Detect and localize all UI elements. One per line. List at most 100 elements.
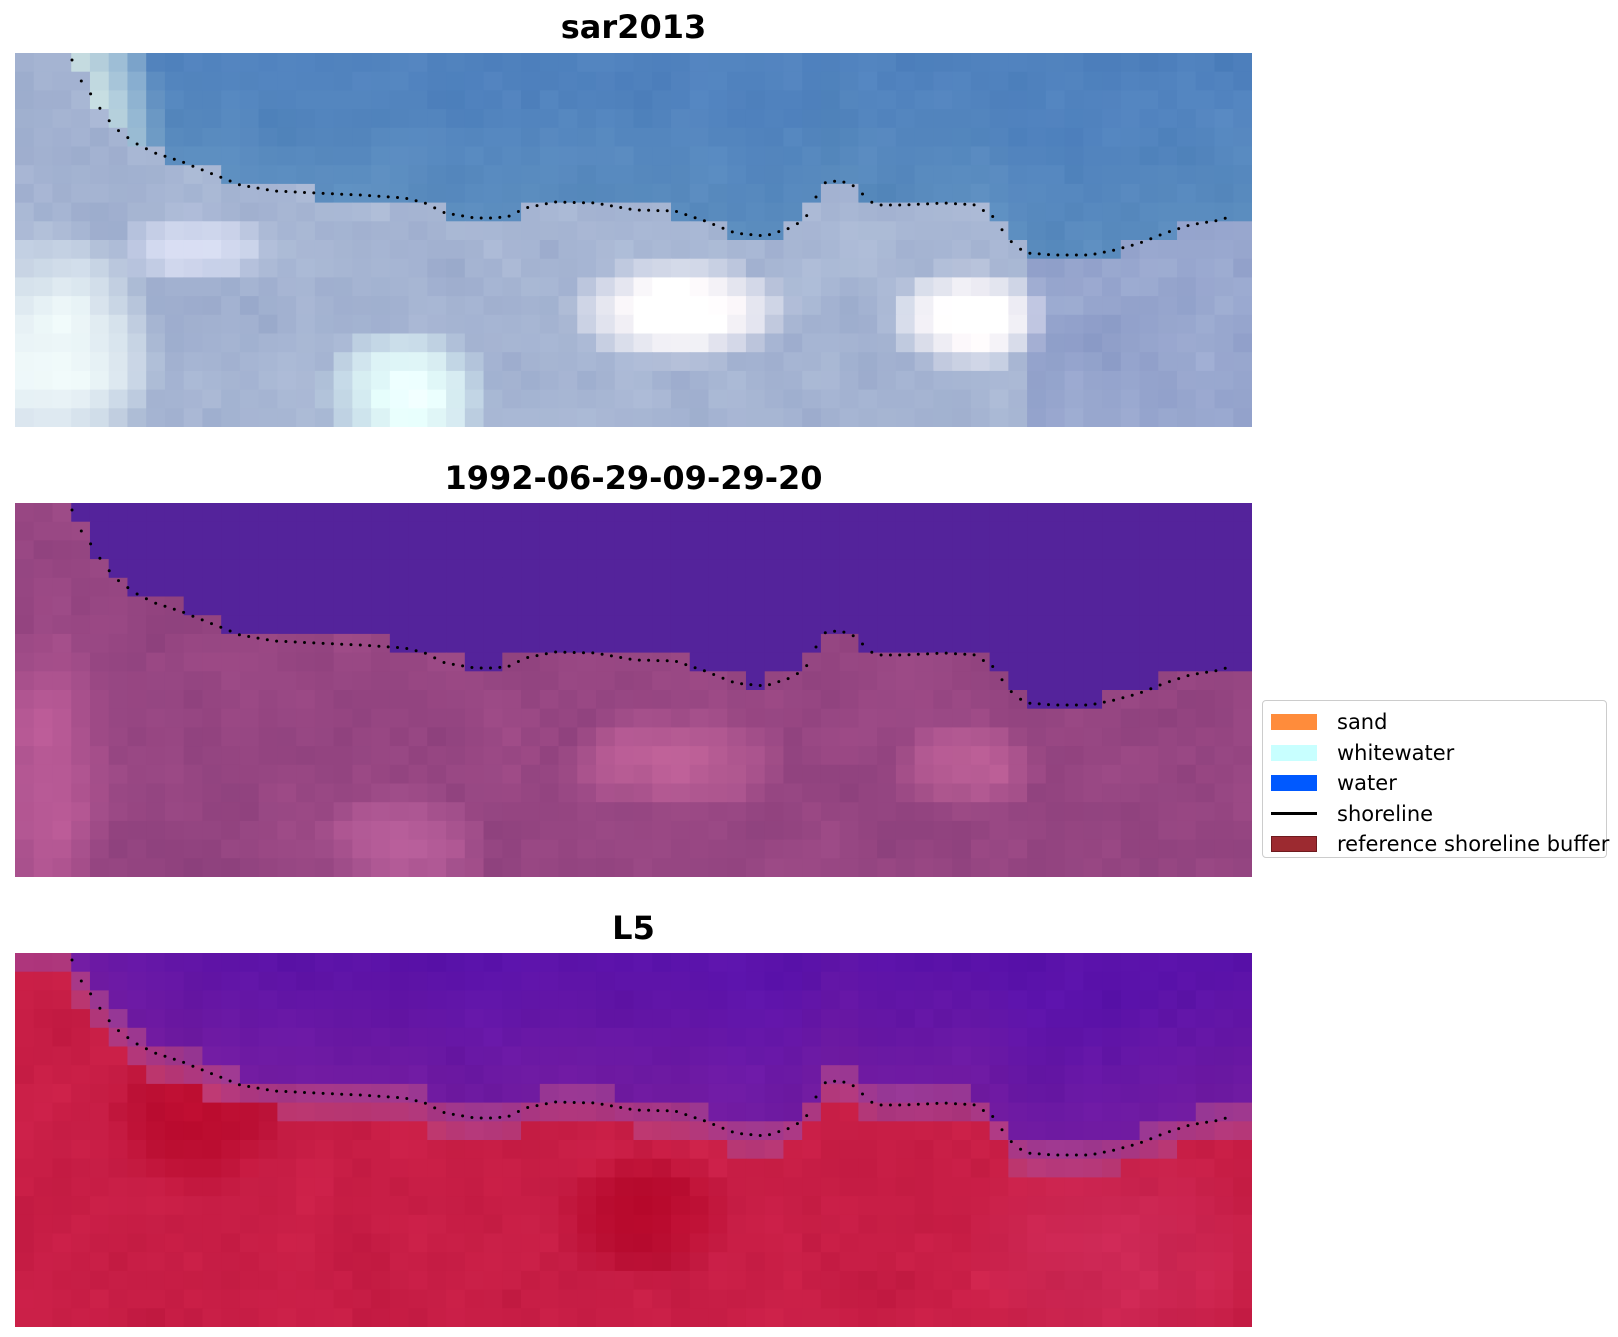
shoreline-point (284, 190, 288, 193)
shoreline-point (647, 208, 651, 212)
shoreline-point (265, 638, 269, 642)
shoreline-point (498, 1115, 502, 1119)
shoreline-point (358, 193, 362, 197)
shoreline-point (1195, 1122, 1199, 1126)
shoreline-point (675, 1110, 678, 1113)
shoreline-point (1121, 696, 1125, 700)
shoreline-point (786, 227, 790, 231)
shoreline-point (675, 210, 678, 213)
shoreline-point (1149, 687, 1153, 691)
shoreline-point (730, 1130, 734, 1134)
shoreline-point (702, 1119, 706, 1123)
shoreline-point (963, 652, 967, 656)
shoreline-point (1140, 240, 1143, 244)
shoreline-point (684, 213, 688, 217)
shoreline-point (330, 192, 334, 196)
shoreline-point (535, 1104, 539, 1108)
shoreline-point (805, 214, 809, 218)
shoreline-point (135, 1042, 139, 1046)
shoreline-point (1205, 220, 1209, 224)
shoreline-point (944, 1101, 948, 1105)
shoreline-point (656, 209, 660, 213)
shoreline-point (1009, 1140, 1013, 1144)
shoreline-point (98, 1006, 102, 1010)
shoreline-point (1102, 1150, 1106, 1154)
shoreline-point (1047, 703, 1050, 707)
shoreline-point (1121, 246, 1125, 250)
shoreline-point (191, 164, 195, 168)
shoreline-point (712, 223, 716, 226)
shoreline-point (814, 195, 818, 199)
shoreline-point (200, 168, 204, 172)
shoreline-point (665, 659, 669, 663)
shoreline-dots (70, 508, 1227, 707)
shoreline-point (1019, 1147, 1023, 1151)
pixel-grid (15, 53, 1252, 427)
shoreline-point (200, 618, 204, 622)
shoreline-point (479, 1116, 483, 1120)
shoreline-point (591, 1101, 595, 1105)
shoreline-point (851, 634, 855, 638)
shoreline-point (1186, 1124, 1190, 1128)
shoreline-point (544, 1102, 548, 1106)
shoreline-point (423, 651, 427, 655)
legend-swatch-shoreline (1271, 812, 1317, 816)
shoreline-point (1074, 1153, 1078, 1157)
shoreline-point (684, 663, 688, 667)
shoreline-point (637, 658, 641, 662)
shoreline-point (1214, 669, 1218, 673)
shoreline-point (163, 1054, 167, 1058)
shoreline-point (1028, 251, 1032, 255)
shoreline-point (256, 186, 260, 190)
shoreline-point (107, 119, 111, 123)
shoreline-point (1000, 228, 1004, 232)
shoreline-point (275, 639, 279, 643)
shoreline-point (70, 508, 74, 512)
shoreline-point (916, 1102, 920, 1106)
shoreline-point (656, 1109, 660, 1113)
shoreline-point (833, 179, 837, 183)
shoreline-point (1065, 253, 1069, 257)
shoreline-point (637, 208, 641, 212)
shoreline-point (730, 230, 734, 234)
pixel-grid (15, 503, 1252, 877)
shoreline-point (1158, 683, 1162, 687)
shoreline-point (656, 659, 660, 663)
shoreline-point (972, 1103, 976, 1107)
shoreline-point (823, 1081, 827, 1085)
shoreline-point (479, 666, 483, 670)
shoreline-point (1205, 670, 1209, 674)
shoreline-point (935, 201, 939, 205)
shoreline-point (749, 233, 753, 237)
shoreline-point (451, 662, 455, 666)
shoreline-point (702, 219, 706, 223)
shoreline-point (535, 654, 539, 658)
shoreline-point (879, 1103, 883, 1107)
shoreline-point (396, 1096, 399, 1099)
shoreline-point (489, 666, 492, 670)
shoreline-point (619, 656, 623, 659)
shoreline-point (1223, 1116, 1227, 1120)
shoreline-point (916, 202, 920, 206)
shoreline-point (721, 1126, 725, 1130)
shoreline-point (1037, 252, 1041, 256)
shoreline-point (368, 1094, 372, 1098)
shoreline-point (1093, 702, 1097, 706)
shoreline-point (414, 649, 418, 653)
shoreline-point (172, 607, 176, 611)
shoreline-point (1102, 250, 1106, 254)
shoreline-point (916, 652, 920, 656)
shoreline-point (340, 642, 344, 646)
shoreline-point (117, 1029, 120, 1033)
shoreline-point (572, 201, 576, 204)
shoreline-point (1093, 1152, 1097, 1156)
shoreline-point (1130, 243, 1134, 247)
shoreline-point (907, 653, 911, 657)
shoreline-point (303, 641, 306, 644)
shoreline-point (888, 653, 892, 657)
shoreline-point (293, 640, 297, 644)
shoreline-point (842, 180, 846, 184)
index-image (15, 953, 1252, 1327)
shoreline-point (386, 645, 390, 649)
shoreline-point (489, 1116, 492, 1120)
